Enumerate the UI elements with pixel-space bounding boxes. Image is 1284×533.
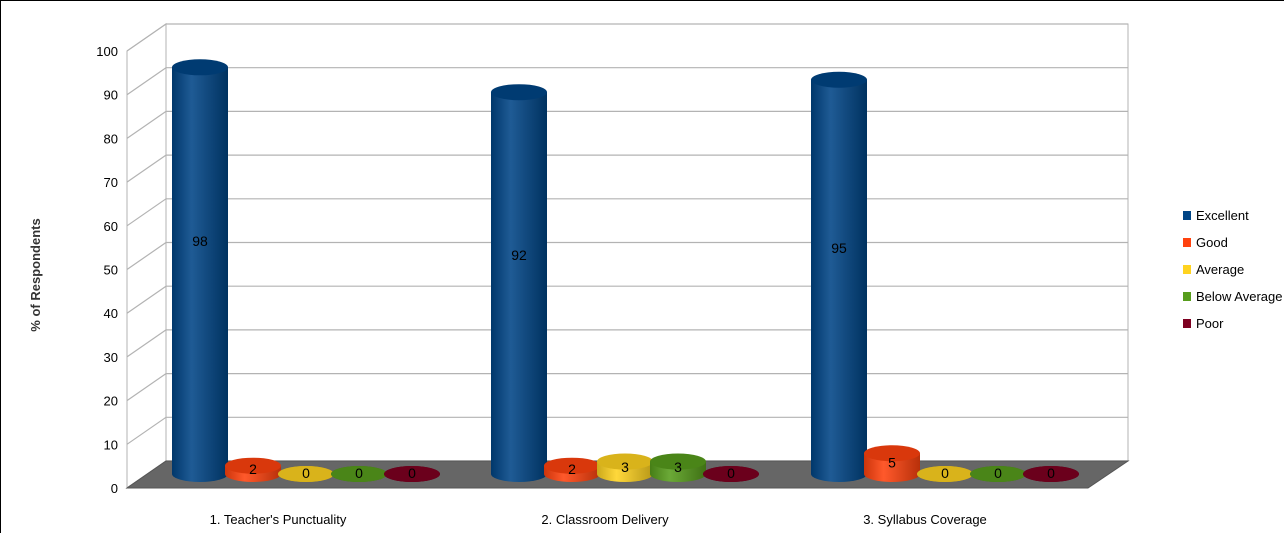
- bar-average: 3: [597, 453, 653, 482]
- y-tick-label: 20: [104, 394, 118, 409]
- chart-walls: [126, 23, 1129, 489]
- bar-body: [864, 453, 920, 482]
- frame-left-border: [0, 0, 1, 533]
- legend-swatch: [1183, 292, 1191, 301]
- bar-top: [331, 466, 387, 482]
- gridline: [126, 198, 1128, 227]
- bar-top: [491, 84, 547, 101]
- bar-top: [172, 59, 228, 76]
- x-tick-label: 2. Classroom Delivery: [541, 512, 669, 527]
- bar-poor: 0: [703, 465, 759, 482]
- y-tick-label: 30: [104, 350, 118, 365]
- bar-top: [970, 466, 1026, 482]
- legend-swatch: [1183, 319, 1191, 328]
- gridline: [126, 110, 1128, 139]
- y-axis-ticks: 0 10 20 30 40 50 60 70 80 90 100: [96, 44, 118, 496]
- bar-average: 0: [917, 465, 973, 482]
- bar-top: [650, 453, 706, 470]
- bars: 98 2 0 0 0 92 2 3 3 0 95 5 0 0 0: [172, 59, 1079, 483]
- y-axis-label: % of Respondents: [28, 218, 43, 331]
- legend-swatch: [1183, 211, 1191, 220]
- bar-top: [917, 466, 973, 482]
- bar-good: 5: [864, 445, 920, 482]
- gridline: [126, 154, 1128, 183]
- data-label: 0: [1047, 465, 1055, 481]
- bar-poor: 0: [384, 465, 440, 482]
- x-axis-ticks: 1. Teacher's Punctuality 2. Classroom Del…: [210, 512, 987, 527]
- bar-average: 0: [278, 465, 334, 482]
- bar-top: [597, 453, 653, 470]
- data-label: 92: [511, 247, 527, 263]
- y-tick-label: 80: [104, 131, 118, 146]
- y-tick-label: 0: [111, 481, 118, 496]
- data-label: 2: [249, 461, 257, 477]
- bar-excellent: 92: [491, 84, 547, 482]
- data-label: 0: [994, 465, 1002, 481]
- y-tick-label: 60: [104, 219, 118, 234]
- y-tick-label: 90: [104, 88, 118, 103]
- legend: Excellent Good Average Below Average Poor: [1183, 208, 1283, 331]
- bar-top: [278, 466, 334, 482]
- bar-excellent: 98: [172, 59, 228, 483]
- y-tick-label: 40: [104, 306, 118, 321]
- bar-top: [864, 445, 920, 462]
- data-label: 3: [674, 459, 682, 475]
- bar-top: [811, 71, 867, 88]
- bar-body: [811, 79, 867, 482]
- data-label: 0: [941, 465, 949, 481]
- data-label: 5: [888, 455, 896, 471]
- data-label: 2: [568, 461, 576, 477]
- y-tick-label: 100: [96, 44, 118, 59]
- bar-good: 2: [225, 457, 281, 482]
- gridline: [126, 241, 1128, 270]
- y-tick-label: 10: [104, 437, 118, 452]
- y-tick-label: 50: [104, 263, 118, 278]
- data-label: 98: [192, 233, 208, 249]
- bar-top: [703, 466, 759, 482]
- bar-body: [491, 92, 547, 482]
- gridline: [126, 67, 1128, 96]
- gridline: [126, 373, 1128, 402]
- bar-excellent: 95: [811, 71, 867, 482]
- frame-top-border: [0, 0, 1284, 1]
- x-tick-label: 1. Teacher's Punctuality: [210, 512, 347, 527]
- bar-body: [172, 67, 228, 483]
- bar-top: [225, 457, 281, 474]
- legend-label: Average: [1196, 262, 1244, 277]
- bar-top: [1023, 466, 1079, 482]
- bar-poor: 0: [1023, 465, 1079, 482]
- bar-top: [544, 457, 600, 474]
- legend-label: Good: [1196, 235, 1228, 250]
- bar-below-average: 3: [650, 453, 706, 482]
- legend-swatch: [1183, 238, 1191, 247]
- data-label: 0: [355, 465, 363, 481]
- gridline: [126, 416, 1128, 445]
- data-label: 95: [831, 240, 847, 256]
- x-tick-label: 3. Syllabus Coverage: [863, 512, 987, 527]
- legend-label: Poor: [1196, 316, 1224, 331]
- legend-swatch: [1183, 265, 1191, 274]
- gridlines: [126, 23, 1128, 489]
- data-label: 0: [302, 465, 310, 481]
- legend-label: Excellent: [1196, 208, 1249, 223]
- bar-top: [384, 466, 440, 482]
- legend-label: Below Average: [1196, 289, 1283, 304]
- gridline: [126, 23, 1128, 52]
- y-tick-label: 70: [104, 175, 118, 190]
- data-label: 0: [408, 465, 416, 481]
- gridline: [126, 329, 1128, 358]
- data-label: 0: [727, 465, 735, 481]
- bar-below-average: 0: [970, 465, 1026, 482]
- bar-below-average: 0: [331, 465, 387, 482]
- data-label: 3: [621, 459, 629, 475]
- bar-good: 2: [544, 457, 600, 482]
- gridline: [126, 285, 1128, 314]
